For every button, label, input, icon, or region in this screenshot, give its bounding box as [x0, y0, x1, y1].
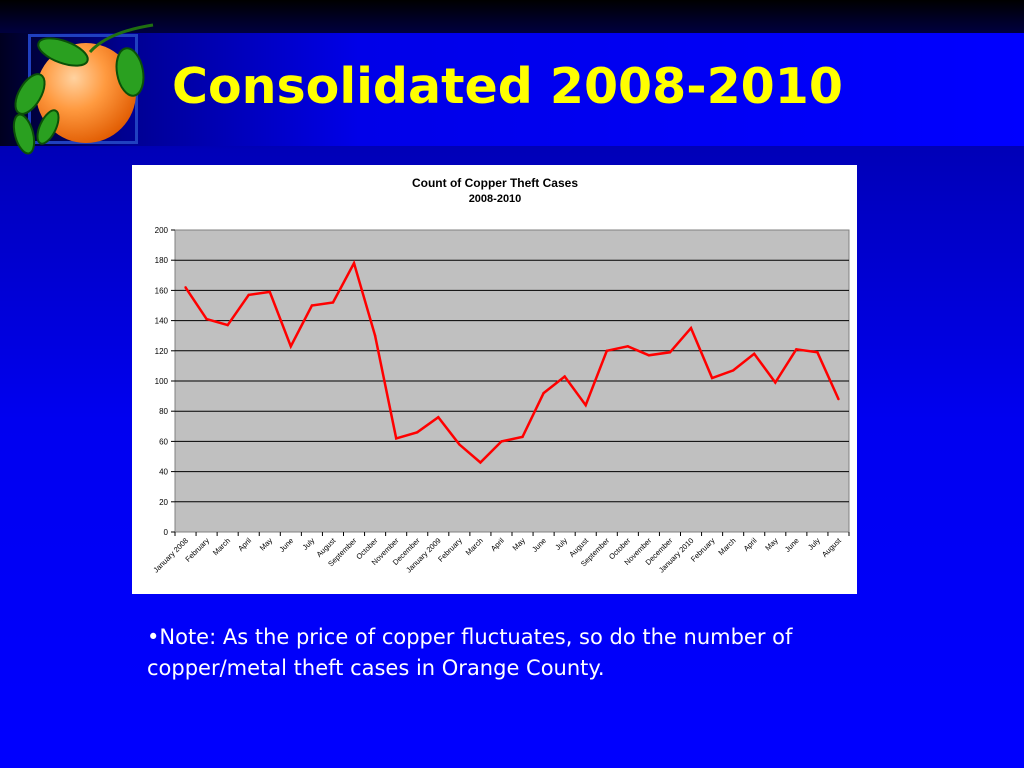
y-tick-label: 0: [164, 528, 169, 537]
data-point: [626, 345, 630, 348]
series-group: [184, 259, 840, 465]
chart-subtitle: 2008-2010: [469, 193, 522, 205]
y-tick-label: 80: [159, 407, 168, 416]
data-point: [563, 375, 566, 378]
data-point: [647, 354, 651, 357]
data-point: [816, 351, 819, 354]
orange-fruit-icon: [12, 23, 154, 155]
x-tick-label: March: [464, 536, 485, 557]
data-point: [668, 351, 672, 354]
x-tick-label: March: [211, 536, 232, 557]
x-tick-label: August: [820, 535, 844, 559]
x-tick-label: February: [436, 536, 464, 564]
x-tick-label: February: [689, 536, 717, 564]
chart-container: Count of Copper Theft Cases 2008-2010 0 2…: [132, 165, 857, 594]
slide-title: Consolidated 2008-2010: [172, 58, 843, 115]
y-tick-label: 120: [155, 347, 169, 356]
title-band: [0, 33, 1024, 146]
x-tick-label: July: [301, 536, 317, 552]
data-point: [479, 461, 482, 464]
data-point: [795, 348, 798, 351]
x-tick-label: March: [716, 536, 737, 557]
x-tick-label: April: [236, 536, 253, 553]
y-tick-label: 20: [159, 498, 168, 507]
data-point: [584, 403, 587, 407]
data-point: [774, 381, 777, 384]
x-tick-label: June: [530, 536, 548, 554]
x-tick-label: May: [511, 536, 528, 553]
grid-lines: [175, 259, 849, 503]
data-point: [753, 352, 756, 356]
x-tick-label: May: [258, 536, 275, 553]
y-tick-label: 160: [155, 286, 169, 295]
data-point: [689, 326, 693, 330]
data-point: [605, 349, 608, 352]
x-tick-label: April: [489, 536, 506, 553]
data-point: [521, 435, 524, 439]
data-point: [394, 437, 398, 440]
y-tick-label: 200: [155, 226, 169, 235]
data-point: [542, 391, 545, 395]
x-tick-label: April: [742, 536, 759, 553]
data-point: [352, 262, 356, 265]
data-point: [205, 317, 208, 321]
data-point: [310, 304, 314, 307]
data-point: [500, 440, 503, 443]
data-point: [247, 293, 250, 297]
data-point: [184, 286, 187, 289]
x-tick-label: July: [806, 536, 822, 552]
x-tick-label: May: [763, 536, 780, 553]
x-tick-label: June: [277, 536, 295, 554]
data-point: [226, 323, 229, 327]
x-tick-label: June: [783, 536, 801, 554]
note-text: •Note: As the price of copper fluctuates…: [147, 625, 793, 680]
data-point: [289, 345, 293, 348]
y-tick-label: 140: [155, 317, 169, 326]
y-tick-label: 180: [155, 256, 169, 265]
data-point: [837, 397, 840, 401]
data-point: [416, 431, 419, 434]
y-axis: 0 20 40 60 80 100 120 140 160 180 200: [155, 226, 175, 537]
x-tick-label: February: [183, 536, 211, 564]
data-point: [437, 416, 440, 419]
y-tick-label: 60: [159, 437, 168, 446]
data-point: [458, 443, 461, 446]
x-tick-label: July: [553, 536, 569, 552]
series-line: [184, 259, 840, 465]
data-point: [331, 301, 335, 304]
data-point: [731, 369, 735, 372]
y-tick-label: 40: [159, 468, 168, 477]
data-point: [373, 334, 377, 337]
line-chart: Count of Copper Theft Cases 2008-2010 0 2…: [151, 176, 850, 575]
data-point: [710, 376, 714, 380]
chart-title: Count of Copper Theft Cases: [412, 176, 578, 190]
y-tick-label: 100: [155, 377, 169, 386]
data-point: [268, 290, 271, 294]
